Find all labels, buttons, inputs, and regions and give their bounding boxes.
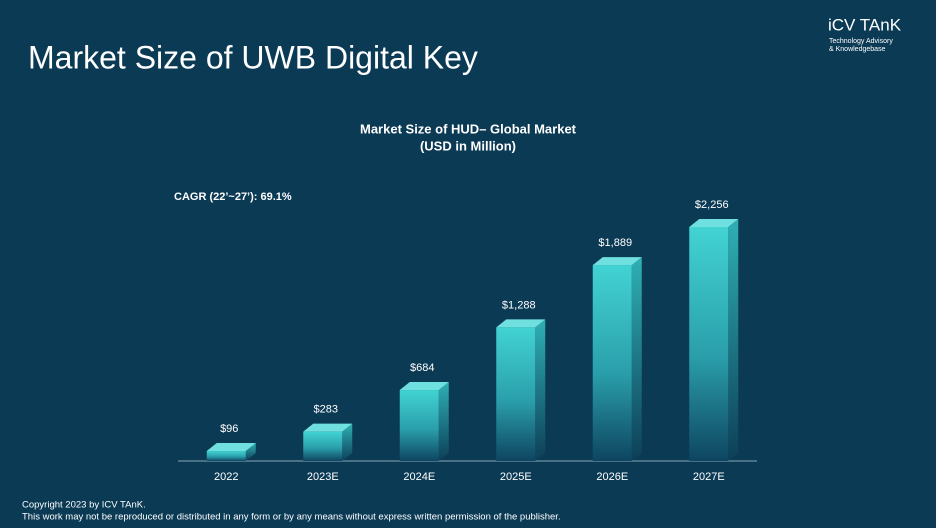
bar-front	[496, 327, 536, 461]
bar-front	[303, 431, 343, 461]
bar-side	[245, 443, 256, 461]
value-label: $96	[220, 423, 238, 435]
logo-name: iCV TAnK	[828, 15, 902, 34]
bar-top	[496, 319, 546, 328]
value-label: $1,889	[598, 237, 632, 249]
bar-side	[728, 219, 739, 461]
bar-front	[206, 451, 246, 461]
bar	[399, 382, 449, 461]
logo-tagline: & Knowledgebase	[829, 46, 886, 53]
value-label: $2,256	[695, 199, 729, 211]
chart-subtitle: (USD in Million)	[420, 138, 516, 153]
x-tick-label: 2024E	[403, 471, 435, 483]
notice: This work may not be reproduced or distr…	[22, 512, 561, 523]
bar-front	[689, 227, 729, 461]
bar-top	[303, 423, 353, 432]
x-tick-label: 2027E	[693, 471, 725, 483]
logo-tagline: Technology Advisory	[829, 38, 893, 45]
bar	[689, 219, 739, 461]
bar	[303, 423, 353, 461]
x-tick-label: 2022	[214, 471, 238, 483]
bar-front	[592, 265, 632, 461]
value-label: $684	[410, 362, 434, 374]
bar-top	[399, 382, 449, 391]
x-tick-label: 2025E	[500, 471, 532, 483]
bar-side	[342, 423, 353, 461]
bar-side	[535, 319, 546, 461]
bar-top	[206, 443, 256, 452]
value-label: $1,288	[502, 299, 536, 311]
bar-top	[592, 257, 642, 266]
bar-top	[689, 219, 739, 227]
x-tick-label: 2026E	[596, 471, 628, 483]
bar	[206, 443, 256, 461]
value-label: $283	[314, 404, 338, 416]
copyright: Copyright 2023 by ICV TAnK.	[22, 500, 146, 511]
bar-side	[438, 382, 449, 461]
slide-title: Market Size of UWB Digital Key	[28, 39, 478, 75]
bar	[592, 257, 642, 461]
bar-front	[399, 390, 439, 461]
x-tick-label: 2023E	[307, 471, 339, 483]
chart-title: Market Size of HUD– Global Market	[360, 121, 577, 136]
annotation: CAGR (22’~27’): 69.1%	[174, 191, 292, 203]
bar-side	[631, 257, 642, 461]
bar	[496, 319, 546, 461]
